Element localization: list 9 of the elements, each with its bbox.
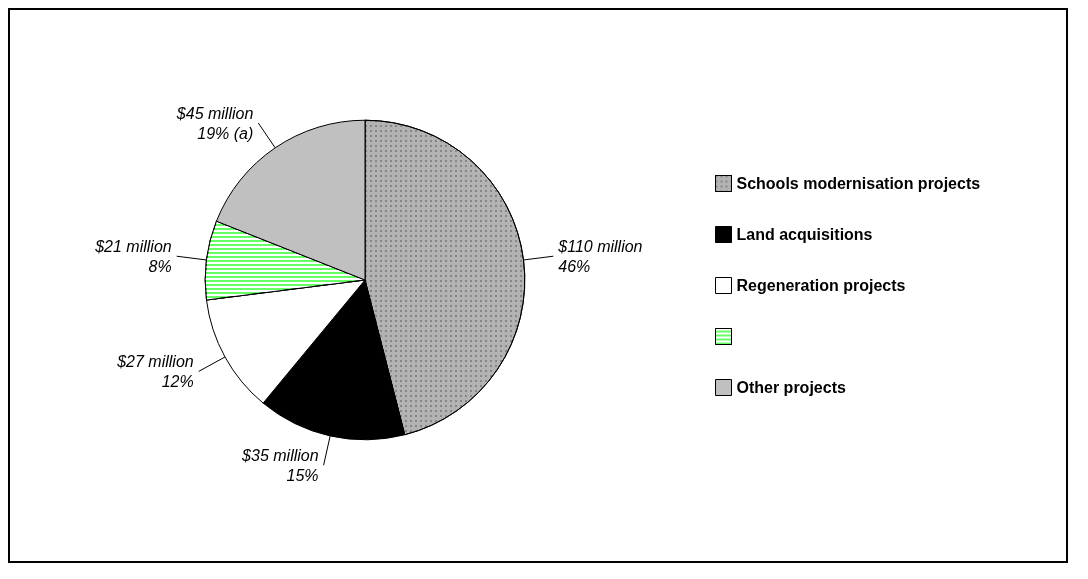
legend-label: Land acquisitions [736, 226, 873, 243]
legend-label: Other projects [736, 379, 846, 396]
data-label: $45 million 19% (a) [175, 104, 254, 142]
legend-label: Regeneration projects [736, 277, 906, 294]
data-label: $35 million 15% [241, 446, 319, 484]
data-label: $27 million 12% [116, 352, 194, 390]
data-label: $110 million 46% [557, 237, 643, 275]
data-label: $21 million 8% [94, 237, 172, 275]
legend-label: Schools modernisation projects [736, 175, 981, 192]
